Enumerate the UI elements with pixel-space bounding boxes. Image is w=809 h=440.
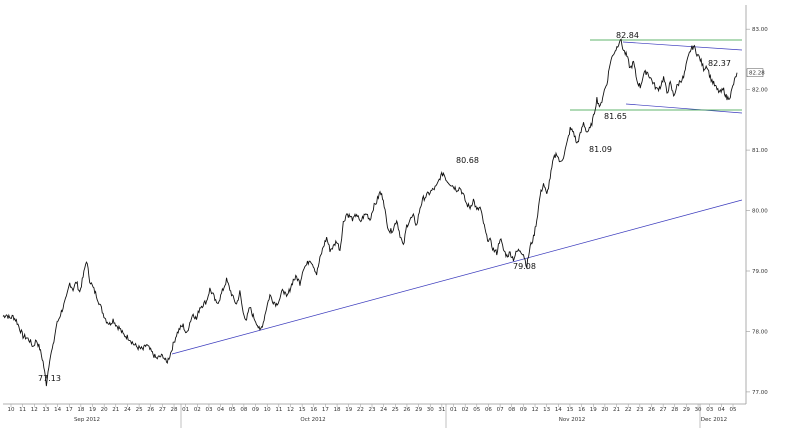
annotation-label: 77.13 (38, 374, 61, 383)
x-tick-label: 05 (473, 407, 480, 413)
x-tick-label: 29 (683, 407, 690, 413)
x-tick-label: 12 (287, 407, 294, 413)
annotation-label: 82.37 (708, 59, 731, 68)
x-tick-label: 12 (532, 407, 539, 413)
trendlines (171, 39, 743, 355)
x-tick-label: 27 (660, 407, 667, 413)
price-annotations: 77.13 80.68 79.08 81.09 81.65 82.84 82.37 (38, 31, 731, 383)
month-label: Nov 2012 (559, 417, 585, 423)
annotation-label: 79.08 (513, 262, 536, 271)
x-tick-label: 26 (648, 407, 655, 413)
x-tick-label: 06 (485, 407, 492, 413)
x-tick-label: 15 (566, 407, 573, 413)
x-tick-label: 23 (369, 407, 376, 413)
y-tick-label: 82.00 (752, 88, 768, 94)
x-tick-label: 18 (334, 407, 341, 413)
x-tick-label: 16 (310, 407, 317, 413)
month-label: Sep 2012 (74, 417, 100, 423)
x-tick-label: 12 (31, 407, 38, 413)
x-tick-label: 31 (438, 407, 445, 413)
x-tick-label: 22 (625, 407, 632, 413)
x-tick-label: 05 (730, 407, 737, 413)
month-label: Dec 2012 (701, 417, 727, 423)
x-tick-label: 05 (229, 407, 236, 413)
x-tick-label: 02 (462, 407, 469, 413)
x-tick-label: 03 (706, 407, 713, 413)
month-labels: Sep 2012 Oct 2012 Nov 2012 Dec 2012 (74, 404, 727, 428)
annotation-label: 81.65 (604, 112, 627, 121)
annotation-label: 82.84 (616, 31, 639, 40)
x-tick-label: 07 (497, 407, 504, 413)
last-price-label: 82.28 (749, 71, 765, 77)
x-tick-label: 19 (89, 407, 96, 413)
channel-upper-line (622, 41, 743, 51)
x-tick-label: 22 (357, 407, 364, 413)
x-tick-label: 01 (450, 407, 457, 413)
x-tick-label: 20 (601, 407, 608, 413)
y-tick-label: 78.00 (752, 329, 768, 335)
x-tick-label: 13 (42, 407, 49, 413)
last-price-box (746, 68, 764, 77)
support-trendline (171, 199, 743, 355)
x-tick-label: 11 (275, 407, 282, 413)
price-series (2, 38, 738, 387)
annotation-label: 80.68 (456, 156, 479, 165)
channel-lower-line (625, 103, 743, 114)
x-tick-label: 21 (613, 407, 620, 413)
x-tick-label: 04 (718, 407, 725, 413)
x-tick-label: 18 (77, 407, 84, 413)
x-tick-label: 10 (264, 407, 271, 413)
x-tick-label: 08 (508, 407, 515, 413)
x-tick-label: 14 (555, 407, 562, 413)
x-tick-label: 13 (543, 407, 550, 413)
y-tick-label: 81.00 (752, 148, 768, 154)
x-tick-label: 26 (403, 407, 410, 413)
annotation-label: 81.09 (589, 145, 612, 154)
x-tick-label: 02 (194, 407, 201, 413)
y-axis: 77.00 78.00 79.00 80.00 81.00 82.00 83.00 82.28 (746, 27, 768, 396)
x-tick-label: 27 (159, 407, 166, 413)
y-tick-label: 83.00 (752, 27, 768, 33)
x-tick-label: 01 (182, 407, 189, 413)
x-tick-label: 30 (695, 407, 702, 413)
x-tick-label: 25 (136, 407, 143, 413)
x-tick-label: 19 (345, 407, 352, 413)
x-tick-label: 10 (8, 407, 15, 413)
x-tick-label: 20 (101, 407, 108, 413)
x-tick-label: 14 (54, 407, 61, 413)
x-tick-label: 25 (392, 407, 399, 413)
x-tick-label: 30 (427, 407, 434, 413)
y-tick-label: 79.00 (752, 269, 768, 275)
x-axis: 10 11 12 13 14 17 18 19 20 21 24 25 26 27 28 01 02 03 04 05… (8, 404, 737, 413)
x-tick-label: 15 (299, 407, 306, 413)
x-tick-label: 17 (322, 407, 329, 413)
x-tick-label: 28 (671, 407, 678, 413)
x-tick-label: 11 (19, 407, 26, 413)
x-tick-label: 24 (380, 407, 387, 413)
x-tick-label: 26 (147, 407, 154, 413)
x-tick-label: 29 (415, 407, 422, 413)
y-tick-label: 77.00 (752, 390, 768, 396)
x-tick-label: 08 (240, 407, 247, 413)
y-tick-label: 80.00 (752, 209, 768, 215)
x-tick-label: 28 (171, 407, 178, 413)
x-tick-label: 21 (112, 407, 119, 413)
x-tick-label: 16 (578, 407, 585, 413)
x-tick-label: 09 (520, 407, 527, 413)
x-tick-label: 23 (636, 407, 643, 413)
x-tick-label: 19 (590, 407, 597, 413)
month-label: Oct 2012 (300, 417, 325, 423)
x-tick-label: 09 (252, 407, 259, 413)
price-line (2, 38, 738, 387)
x-tick-label: 04 (217, 407, 224, 413)
x-tick-label: 24 (124, 407, 131, 413)
x-tick-label: 03 (205, 407, 212, 413)
x-tick-label: 17 (66, 407, 73, 413)
